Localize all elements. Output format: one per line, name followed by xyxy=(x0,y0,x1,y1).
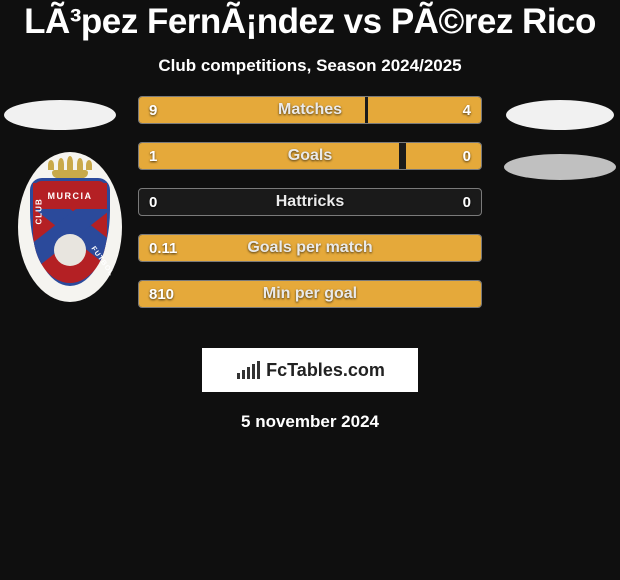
shield-left-text: CLUB xyxy=(35,198,44,224)
comparison-area: MURCIA CLUB FUTBOL 94Matches10Goals00Hat… xyxy=(0,108,620,338)
ball-icon xyxy=(54,234,86,266)
stat-row: 810Min per goal xyxy=(138,280,482,308)
page-subtitle: Club competitions, Season 2024/2025 xyxy=(0,56,620,76)
stat-row: 00Hattricks xyxy=(138,188,482,216)
page-title: LÃ³pez FernÃ¡ndez vs PÃ©rez Rico xyxy=(0,0,620,42)
stat-row: 0.11Goals per match xyxy=(138,234,482,262)
player-right-oval-1 xyxy=(506,100,614,130)
stat-label: Goals xyxy=(139,143,481,169)
brand-box: FcTables.com xyxy=(202,348,418,392)
stat-label: Matches xyxy=(139,97,481,123)
date-text: 5 november 2024 xyxy=(0,412,620,432)
stat-label: Goals per match xyxy=(139,235,481,261)
player-right-oval-2 xyxy=(504,154,616,180)
brand-text: FcTables.com xyxy=(266,360,385,381)
crown-icon xyxy=(48,158,92,178)
shield-top-text: MURCIA xyxy=(33,183,107,209)
player-left-oval xyxy=(4,100,116,130)
stat-row: 94Matches xyxy=(138,96,482,124)
stat-row: 10Goals xyxy=(138,142,482,170)
stat-label: Min per goal xyxy=(139,281,481,307)
club-badge: MURCIA CLUB FUTBOL xyxy=(18,152,122,302)
stat-bars: 94Matches 10Goals 00Hattricks 0.11Goals per… xyxy=(138,96,482,326)
bar-chart-icon xyxy=(235,361,260,379)
stat-label: Hattricks xyxy=(139,189,481,215)
